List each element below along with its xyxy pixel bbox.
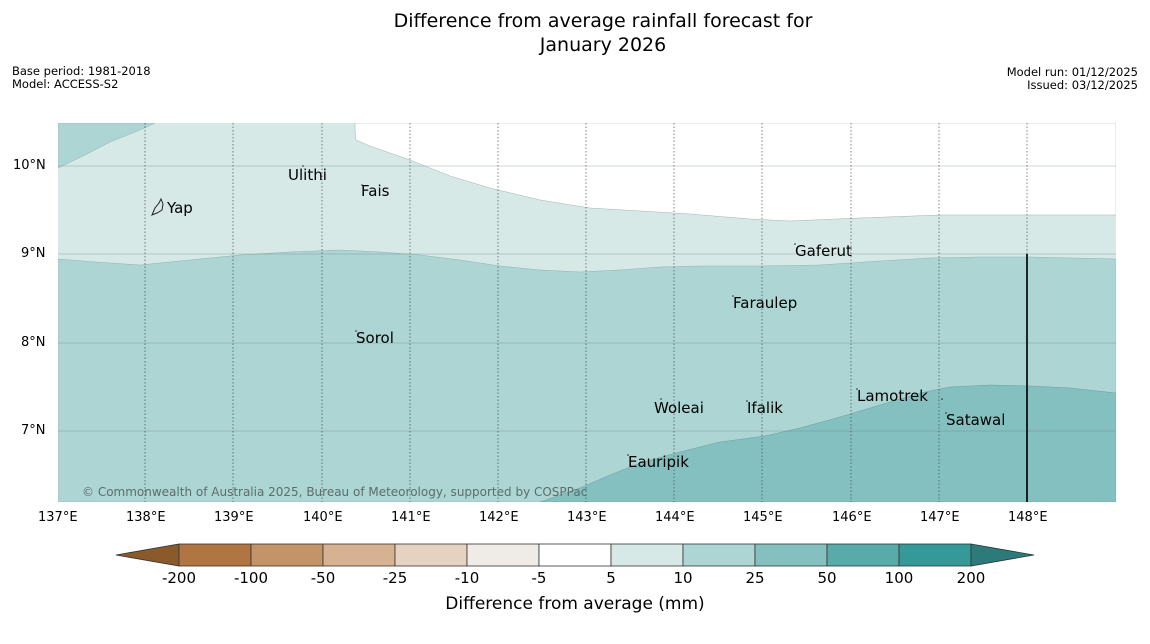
meta-left: Base period: 1981-2018 Model: ACCESS-S2 xyxy=(12,65,151,90)
lamotrek-dot-2 xyxy=(941,398,943,400)
place-woleai: Woleai xyxy=(654,399,704,417)
place-gaferut: Gaferut xyxy=(795,242,852,260)
region-10-to-25-corner xyxy=(58,123,156,169)
place-yap: Yap xyxy=(167,199,193,217)
region-25-to-50 xyxy=(539,384,1116,502)
lon-label-148: 148°E xyxy=(1008,510,1048,525)
place-fais: Fais xyxy=(361,182,390,200)
region-neutral xyxy=(354,123,1116,222)
lon-label-142: 142°E xyxy=(479,510,519,525)
colorbar-tick-50: 50 xyxy=(817,569,837,587)
yap-island-shape xyxy=(151,197,164,216)
ifalik-dot xyxy=(746,400,748,402)
lon-label-147: 147°E xyxy=(920,510,960,525)
lat-label-9: 9°N xyxy=(21,246,46,261)
lat-label-7: 7°N xyxy=(21,423,46,438)
colorbar-tick-minus-5: -5 xyxy=(531,569,547,587)
model-text: Model: ACCESS-S2 xyxy=(12,76,119,91)
place-satawal: Satawal xyxy=(946,411,1006,429)
lon-label-143: 143°E xyxy=(567,510,607,525)
colorbar-label: Difference from average (mm) xyxy=(445,594,705,614)
lon-label-141: 141°E xyxy=(391,510,431,525)
colorbar-tick-minus-10: -10 xyxy=(454,569,480,587)
colorbar-tick-25: 25 xyxy=(745,569,765,587)
place-ulithi: Ulithi xyxy=(288,166,327,184)
lat-label-8: 8°N xyxy=(21,335,46,350)
lon-label-137: 137°E xyxy=(38,510,78,525)
colorbar-tick-100: 100 xyxy=(884,569,914,587)
model-run-text: Model run: 01/12/2025 xyxy=(1006,65,1138,79)
base-period-text: Base period: 1981-2018 xyxy=(12,64,151,78)
issued-text: Issued: 03/12/2025 xyxy=(1027,77,1138,92)
colorbar-tick-200: 200 xyxy=(956,569,986,587)
place-lamotrek: Lamotrek xyxy=(857,387,928,405)
gaferut-dot xyxy=(794,243,796,245)
place-ifalik: Ifalik xyxy=(747,399,783,417)
colorbar-tick-minus-25: -25 xyxy=(382,569,408,587)
lamotrek-dot xyxy=(856,388,858,390)
place-faraulep: Faraulep xyxy=(733,294,798,312)
lon-label-140: 140°E xyxy=(303,510,343,525)
lon-label-146: 146°E xyxy=(832,510,872,525)
map-title-line-1: Difference from average rainfall forecas… xyxy=(393,10,813,32)
colorbar-tick-minus-100: -100 xyxy=(233,569,269,587)
fais-dot xyxy=(361,184,363,186)
satawal-dot xyxy=(945,412,947,414)
ulithi-dot xyxy=(302,165,304,167)
woleai-dot xyxy=(660,398,662,400)
eauripik-dot xyxy=(627,454,629,456)
colorbar-tick-minus-200: -200 xyxy=(161,569,197,587)
faraulep-dot xyxy=(732,295,734,297)
lon-label-138: 138°E xyxy=(126,510,166,525)
map-title: Difference from average rainfall forecas… xyxy=(0,9,1150,57)
lat-label-10: 10°N xyxy=(13,158,46,173)
colorbar-tick-10: 10 xyxy=(673,569,693,587)
copyright-text: © Commonwealth of Australia 2025, Bureau… xyxy=(82,485,588,499)
map-title-line-2: January 2026 xyxy=(539,34,667,56)
place-eauripik: Eauripik xyxy=(628,453,689,471)
colorbar-tick-minus-50: -50 xyxy=(310,569,336,587)
place-sorol: Sorol xyxy=(356,329,394,347)
lon-label-139: 139°E xyxy=(214,510,254,525)
meta-right: Model run: 01/12/2025 Issued: 03/12/2025 xyxy=(1007,66,1138,91)
sorol-dot xyxy=(355,330,357,332)
colorbar-tick-5: 5 xyxy=(606,569,616,587)
lon-label-144: 144°E xyxy=(655,510,695,525)
lon-label-145: 145°E xyxy=(743,510,783,525)
